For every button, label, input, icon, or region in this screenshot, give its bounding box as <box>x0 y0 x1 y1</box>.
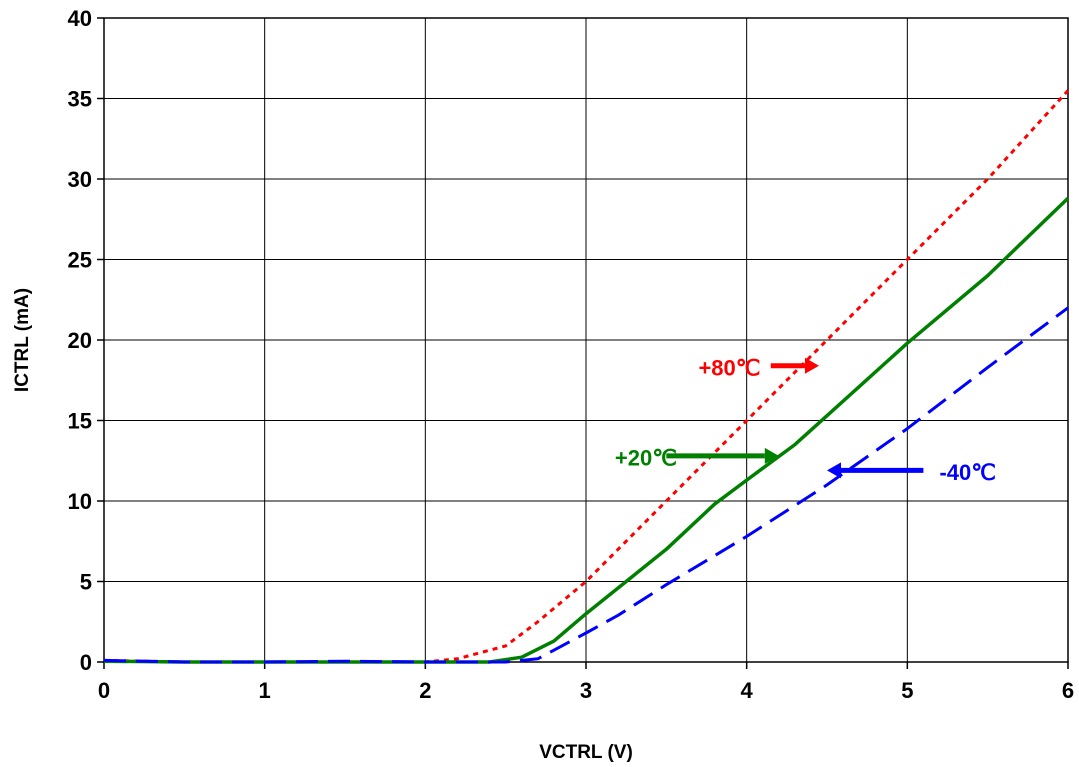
annotation-arrow-head <box>764 447 779 464</box>
y-tick-label: 25 <box>68 248 92 273</box>
annotation-arrow-head <box>827 462 841 479</box>
y-tick-label: 40 <box>68 6 92 31</box>
x-tick-label: 1 <box>259 678 271 703</box>
annotation-arrow-head <box>804 357 819 374</box>
y-tick-label: 35 <box>68 87 92 112</box>
x-tick-labels: 0 1 2 3 4 5 6 <box>98 678 1074 703</box>
x-tick-label: 5 <box>901 678 913 703</box>
y-tick-label: 20 <box>68 328 92 353</box>
y-axis-title: ICTRL (mA) <box>12 288 33 392</box>
y-tick-label: 5 <box>80 570 92 595</box>
x-axis-title: VCTRL (V) <box>539 742 633 763</box>
x-tick-label: 3 <box>580 678 592 703</box>
y-tick-labels: 0 5 10 15 20 25 30 35 40 <box>68 6 92 675</box>
x-tick-label: 4 <box>741 678 754 703</box>
series-annotation-label: -40℃ <box>939 460 996 485</box>
y-tick-label: 30 <box>68 167 92 192</box>
y-tick-label: 15 <box>68 409 92 434</box>
x-tick-label: 2 <box>419 678 431 703</box>
series-line <box>103 89 1070 664</box>
x-tick-label: 6 <box>1062 678 1074 703</box>
series-line <box>103 306 1069 664</box>
series-line <box>103 197 1070 664</box>
x-tick-label: 0 <box>98 678 110 703</box>
series-annotation-label: +80℃ <box>698 355 760 380</box>
series-lines <box>103 89 1070 664</box>
y-tick-label: 10 <box>68 489 92 514</box>
y-tick-label: 0 <box>80 650 92 675</box>
annotations: +80℃+20℃-40℃ <box>615 355 996 485</box>
